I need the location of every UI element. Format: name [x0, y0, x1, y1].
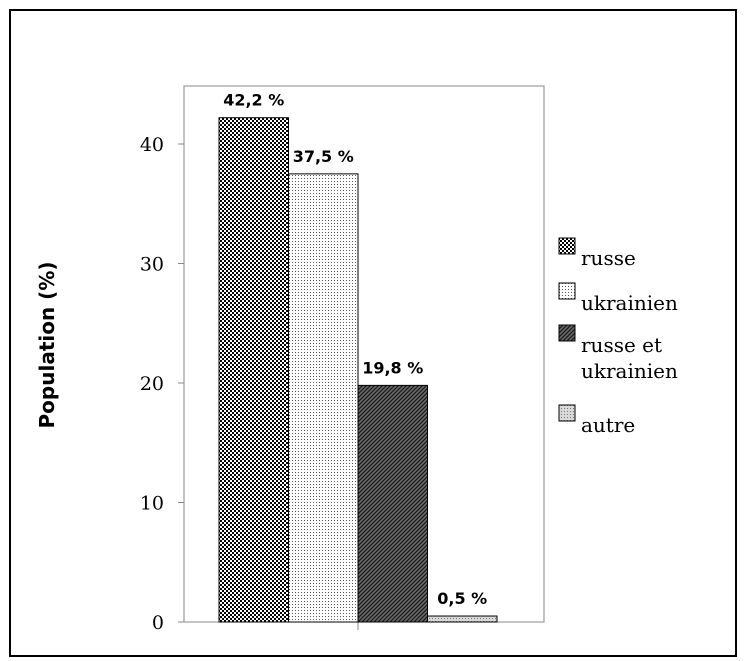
- data-labels: 42,2 % 37,5 % 19,8 % 0,5 %: [223, 91, 487, 608]
- y-tick-label: 20: [140, 373, 164, 395]
- y-tick-label: 30: [140, 254, 164, 276]
- axes: 0 10 20 30 40: [140, 134, 359, 634]
- bar: [357, 384, 428, 623]
- y-tick-label: 0: [152, 612, 164, 634]
- y-tick-label: 10: [140, 493, 164, 515]
- legend-swatch: [558, 404, 576, 422]
- legend-swatch: [558, 237, 576, 255]
- bars: [218, 117, 498, 623]
- bar: [288, 173, 359, 623]
- data-label: 37,5 %: [293, 147, 354, 166]
- legend-label: russe: [581, 246, 636, 270]
- legend-swatch: [558, 324, 576, 342]
- legend-swatch: [558, 282, 576, 300]
- legend-label: ukrainien: [581, 359, 678, 383]
- data-label: 19,8 %: [362, 358, 423, 377]
- y-axis-label: Population (%): [35, 262, 59, 429]
- bar: [218, 117, 289, 623]
- legend-label: autre: [581, 413, 635, 437]
- legend-label: russe et: [581, 333, 662, 357]
- y-tick-label: 40: [140, 134, 164, 156]
- legend-label: ukrainien: [581, 291, 678, 315]
- bar: [427, 615, 498, 623]
- data-label: 42,2 %: [223, 91, 284, 110]
- data-label: 0,5 %: [437, 589, 487, 608]
